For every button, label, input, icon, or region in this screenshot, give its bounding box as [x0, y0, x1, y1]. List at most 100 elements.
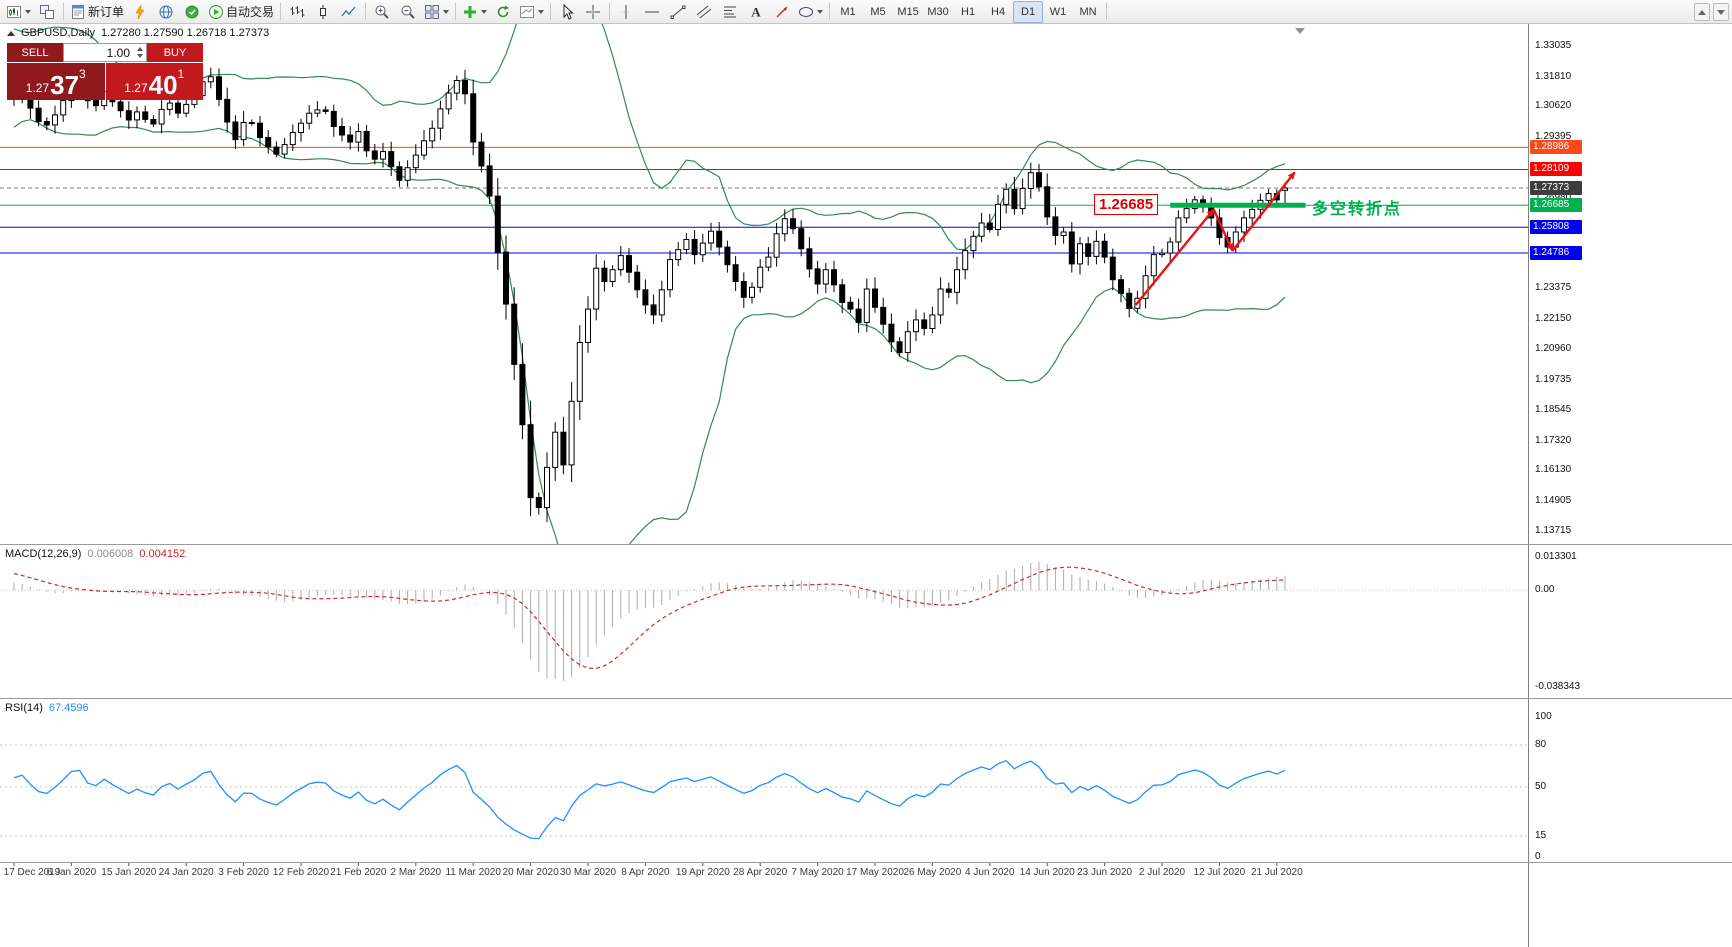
ask-sup-digit: 1: [177, 67, 185, 81]
price-scale[interactable]: 1.330351.318101.306201.293951.269801.245…: [1528, 24, 1732, 947]
tf-h4-button[interactable]: H4: [983, 1, 1013, 23]
macd-scale-label: -0.038343: [1535, 680, 1581, 692]
date-label: 12 Jul 2020: [1193, 867, 1246, 878]
line-chart-button[interactable]: [336, 1, 362, 23]
sell-button[interactable]: SELL: [7, 43, 63, 62]
tf-h1-button[interactable]: H1: [953, 1, 983, 23]
auto-scroll-button[interactable]: [490, 1, 516, 23]
rsi-value: 67.4596: [48, 702, 89, 714]
date-axis[interactable]: 17 Dec 2019 6 Jan 2020 15 Jan 2020 24 Jan 2…: [0, 865, 1528, 883]
metaeditor-button[interactable]: [127, 1, 153, 23]
tf-mn-button[interactable]: MN: [1073, 1, 1103, 23]
fibonacci-button[interactable]: [717, 1, 743, 23]
community-button[interactable]: [153, 1, 179, 23]
price-axis-label: 1.20960: [1535, 343, 1572, 355]
rsi-pane: [0, 744, 1528, 840]
toolbar-down-button[interactable]: [1713, 3, 1729, 21]
price-axis-label: 1.16130: [1535, 464, 1572, 476]
rsi-name: RSI(14): [5, 702, 43, 714]
bid-price-button[interactable]: 1.27 37 3: [7, 63, 105, 100]
zoomout-icon: [400, 4, 416, 20]
price-axis-label: 1.26980: [1535, 192, 1571, 203]
dropdown-caret-icon: [443, 9, 450, 14]
toolbar-up-button[interactable]: [1694, 3, 1710, 21]
main-pane: [0, 24, 1528, 544]
zoom-out-button[interactable]: [395, 1, 421, 23]
zoomin-icon: [374, 4, 390, 20]
macd-indicator-label: MACD(12,26,9) 0.006008 0.004152: [5, 548, 185, 560]
tf-m15-button[interactable]: M15: [893, 1, 923, 23]
dropdown-caret-icon: [817, 9, 824, 14]
chart-canvas[interactable]: [0, 24, 1528, 947]
templates-button[interactable]: [516, 1, 547, 23]
profiles-button[interactable]: [34, 1, 60, 23]
price-axis-label: 1.31810: [1535, 70, 1572, 82]
chart-icon: [6, 4, 22, 20]
candlestick-chart-button[interactable]: [310, 1, 336, 23]
date-label: 17 Dec 2019: [3, 867, 61, 878]
pane-separator-rsi-dates[interactable]: [0, 862, 1732, 863]
date-label: 2 Jul 2020: [1138, 867, 1186, 878]
globe-icon: [158, 4, 174, 20]
stepper-down-icon[interactable]: [137, 54, 143, 58]
support-line-2-tag: 1.24786: [1530, 245, 1582, 260]
tf-m5-button[interactable]: M5: [863, 1, 893, 23]
trendline-button[interactable]: [665, 1, 691, 23]
chart-shift-marker-icon[interactable]: [1295, 28, 1305, 34]
date-label: 23 Jun 2020: [1077, 867, 1133, 878]
volume-input[interactable]: 1.00: [63, 43, 147, 62]
lightning-icon: [132, 3, 148, 20]
volume-stepper[interactable]: [137, 47, 143, 58]
tf-m30-button[interactable]: M30: [923, 1, 953, 23]
dropdown-caret-icon: [538, 9, 545, 14]
template-icon: [519, 4, 535, 20]
tile-windows-button[interactable]: [421, 1, 452, 23]
market-button[interactable]: [179, 1, 205, 23]
tf-m15-button-label: M15: [897, 5, 919, 18]
autotrading-button[interactable]: 自动交易: [205, 1, 277, 23]
trend-arrows-group[interactable]: [1134, 171, 1296, 306]
price-annotation[interactable]: 1.26685: [1094, 194, 1159, 216]
vline-button[interactable]: [613, 1, 639, 23]
bars-icon: [289, 4, 305, 20]
tf-d1-button[interactable]: D1: [1013, 0, 1044, 23]
arrows-button[interactable]: [769, 1, 795, 23]
new-order-button[interactable]: 新订单: [67, 1, 127, 23]
bar-chart-button[interactable]: [284, 1, 310, 23]
date-label: 20 Mar 2020: [502, 867, 559, 878]
date-label: 28 Apr 2020: [733, 867, 788, 878]
text-icon: A: [748, 4, 764, 20]
expand-panel-icon[interactable]: [7, 30, 15, 36]
tf-w1-button[interactable]: W1: [1043, 1, 1073, 23]
tf-m1-button-label: M1: [840, 5, 856, 18]
macd-signal-line: [13, 566, 1286, 670]
turning-point-text[interactable]: 多空转折点: [1312, 201, 1403, 219]
toolbar-separator: [280, 3, 282, 20]
indicators-button[interactable]: [459, 1, 490, 23]
crosshair-button[interactable]: [580, 1, 606, 23]
toolbar-separator: [829, 3, 831, 20]
chart-window[interactable]: GBPUSD,Daily 1.27280 1.27590 1.26718 1.2…: [0, 24, 1732, 947]
shapes-button[interactable]: [795, 1, 826, 23]
channel-button[interactable]: [691, 1, 717, 23]
hline-button[interactable]: [639, 1, 665, 23]
date-label: 7 May 2020: [791, 867, 844, 878]
stepper-up-icon[interactable]: [137, 47, 143, 51]
buy-button[interactable]: BUY: [147, 43, 203, 62]
pane-separator-macd-rsi[interactable]: [0, 698, 1732, 699]
date-label: 11 Mar 2020: [445, 867, 501, 878]
cursor-icon: [559, 3, 575, 20]
date-label: 12 Feb 2020: [272, 867, 330, 878]
rsi-line: [13, 759, 1286, 840]
ask-price-button[interactable]: 1.27 40 1: [105, 63, 203, 100]
hline-icon: [644, 4, 660, 20]
zoom-in-button[interactable]: [369, 1, 395, 23]
tf-m1-button[interactable]: M1: [833, 1, 863, 23]
new-chart-button[interactable]: [3, 1, 34, 23]
bid-prefix: 1.27: [25, 81, 50, 95]
text-button[interactable]: A: [743, 1, 769, 23]
cursor-button[interactable]: [554, 1, 580, 23]
dropdown-caret-icon: [25, 9, 31, 14]
pane-separator-main-macd[interactable]: [0, 544, 1732, 545]
